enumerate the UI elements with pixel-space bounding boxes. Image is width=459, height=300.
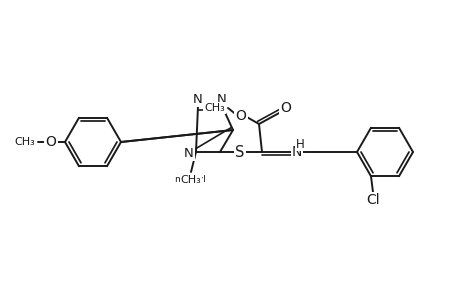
Text: S: S [235, 145, 244, 160]
Text: O: O [235, 109, 246, 123]
Text: methyl: methyl [174, 176, 206, 184]
Text: H: H [295, 137, 304, 151]
Text: CH₃: CH₃ [204, 103, 224, 113]
Text: Cl: Cl [365, 193, 379, 207]
Text: CH₃: CH₃ [180, 175, 201, 185]
Text: N: N [193, 92, 202, 106]
Text: N: N [291, 145, 302, 159]
Text: CH₃: CH₃ [14, 137, 35, 147]
Text: N: N [184, 146, 193, 160]
Text: N: N [217, 92, 226, 106]
Text: O: O [280, 101, 291, 115]
Text: O: O [45, 135, 56, 149]
